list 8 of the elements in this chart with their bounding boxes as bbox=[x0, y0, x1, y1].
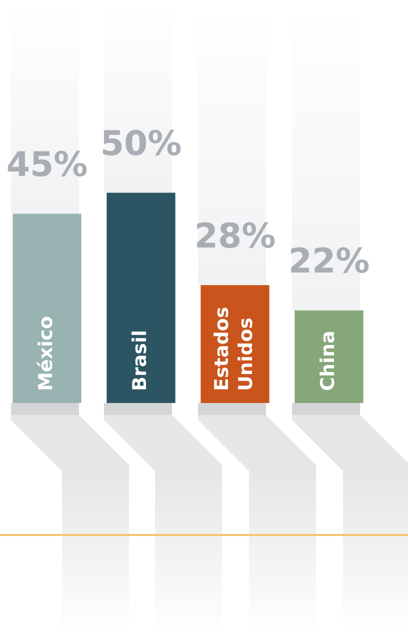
x-tick-label: China bbox=[316, 330, 339, 391]
data-label: 50% bbox=[100, 124, 182, 164]
data-label: 28% bbox=[194, 216, 276, 256]
x-tick-label: Brasil bbox=[128, 330, 151, 391]
x-tick-label: México bbox=[34, 316, 57, 391]
data-label: 22% bbox=[288, 241, 370, 282]
x-tick-label: Estados Unidos bbox=[210, 306, 257, 391]
data-label: 45% bbox=[6, 144, 88, 185]
